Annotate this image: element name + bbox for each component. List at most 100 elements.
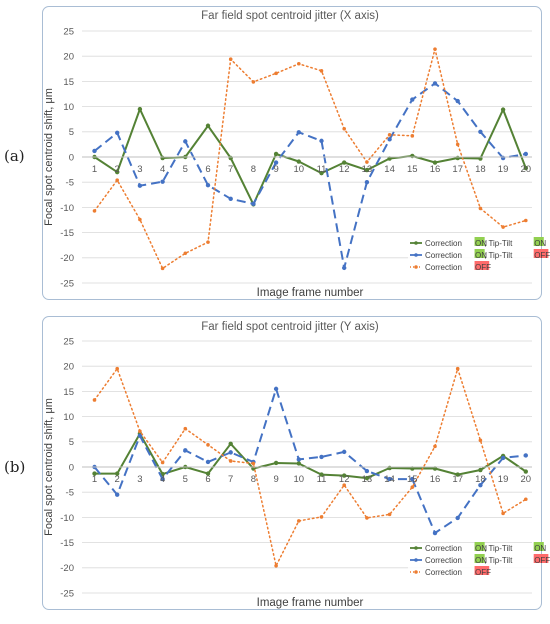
data-point [432, 160, 438, 165]
x-tick-label: 14 [384, 474, 395, 485]
data-point [138, 429, 142, 434]
x-tick-label: 1 [92, 164, 97, 175]
data-point [364, 475, 370, 481]
data-point [183, 426, 188, 431]
data-point [183, 251, 188, 256]
data-point [342, 160, 347, 165]
data-point [432, 81, 438, 86]
y-tick-label: 20 [63, 362, 74, 373]
data-point [455, 155, 460, 161]
data-point [274, 563, 278, 568]
legend-marker [414, 546, 418, 550]
data-point [205, 459, 211, 465]
legend-tag-bg [533, 542, 544, 551]
data-point [228, 441, 233, 447]
panel-label-b: (b) [4, 458, 26, 476]
data-point [319, 69, 324, 73]
data-point [296, 130, 301, 135]
legend-text: ON [534, 239, 546, 248]
data-point [478, 482, 483, 488]
legend-marker [414, 241, 418, 245]
legend-tag-bg [474, 249, 485, 258]
data-point [524, 497, 528, 502]
legend-tag-bg [474, 566, 490, 575]
data-point [319, 515, 324, 519]
data-point [478, 129, 483, 134]
data-point [273, 460, 279, 466]
y-tick-label: -5 [66, 488, 74, 499]
legend-text: ; Tip-Tilt [484, 239, 513, 248]
legend-text: OFF [475, 263, 491, 272]
x-tick-label: 11 [317, 474, 327, 485]
data-point [387, 137, 392, 142]
x-tick-label: 4 [160, 474, 165, 485]
data-point [273, 160, 279, 165]
data-point [387, 512, 392, 517]
data-point [455, 472, 460, 477]
data-point [500, 155, 506, 161]
legend-box [408, 238, 532, 276]
data-point [524, 218, 528, 223]
x-axis-label: Image frame number [257, 287, 364, 299]
legend-marker [414, 265, 418, 269]
data-point [387, 476, 392, 482]
data-point [228, 196, 233, 202]
legend-tag-bg [474, 542, 485, 551]
data-point [228, 459, 233, 463]
data-point [501, 511, 505, 516]
data-point [365, 160, 369, 164]
panel-label-a: (a) [4, 147, 25, 165]
x-tick-label: 7 [228, 164, 233, 175]
legend-marker [414, 570, 418, 574]
chart-0: Far field spot centroid jitter (X axis) 2… [43, 10, 550, 299]
legend-tag-bg [533, 237, 544, 246]
data-point [523, 165, 528, 171]
legend-text: ; Tip-Tilt [484, 544, 513, 553]
x-tick-label: 9 [273, 164, 278, 175]
data-point [92, 209, 97, 213]
x-tick-label: 18 [475, 164, 486, 175]
data-point [342, 449, 347, 455]
y-axis-label: Focal spot centroid shift, μm [43, 88, 55, 226]
data-point [319, 472, 324, 477]
legend-text: Correction [425, 556, 462, 565]
legend-text: ON [534, 544, 546, 553]
x-tick-label: 10 [294, 164, 305, 175]
data-point [115, 130, 120, 136]
data-point [205, 183, 211, 188]
legend-text: Correction [425, 251, 462, 260]
x-tick-label: 2 [115, 474, 120, 485]
y-tick-label: -20 [60, 253, 74, 264]
x-tick-label: 19 [498, 164, 509, 175]
data-point [410, 97, 415, 102]
y-axis-label: Focal spot centroid shift, μm [43, 398, 55, 536]
data-point [115, 169, 120, 175]
chart-title: Far field spot centroid jitter (X axis) [201, 10, 379, 22]
data-point [137, 433, 143, 438]
y-tick-label: 15 [63, 77, 74, 88]
legend-tag-bg [533, 249, 549, 258]
series-line-1 [93, 82, 526, 269]
data-point [432, 530, 438, 536]
data-point [455, 515, 460, 521]
data-point [433, 444, 437, 449]
x-tick-label: 6 [205, 164, 210, 175]
data-point [523, 453, 528, 458]
series-line-0 [93, 108, 527, 206]
legend-tag-bg [533, 554, 549, 563]
legend-text: ON [475, 544, 487, 553]
legend-marker [414, 558, 418, 562]
legend-text: ON [475, 251, 487, 260]
x-tick-label: 5 [183, 474, 188, 485]
data-point [342, 126, 347, 131]
data-point [478, 206, 483, 211]
x-tick-label: 11 [317, 164, 327, 175]
y-tick-label: 15 [63, 387, 74, 398]
x-tick-label: 20 [521, 164, 532, 175]
legend-text: OFF [475, 568, 491, 577]
y-tick-label: 5 [69, 437, 74, 448]
data-point [387, 465, 392, 471]
x-tick-label: 4 [160, 164, 165, 175]
chart-1: Far field spot centroid jitter (Y axis) 2… [43, 321, 550, 609]
